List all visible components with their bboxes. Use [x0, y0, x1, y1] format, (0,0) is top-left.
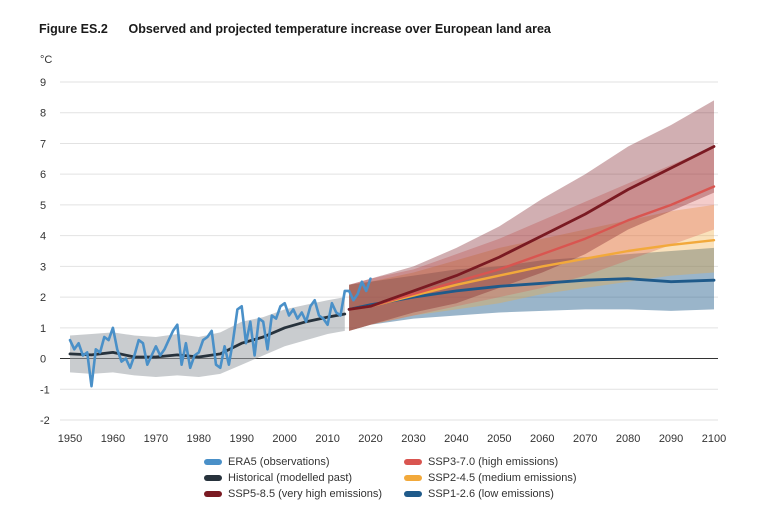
- y-tick-label: 0: [40, 354, 46, 366]
- legend-item-ssp126: SSP1-2.6 (low emissions): [404, 486, 554, 502]
- historical-line: [68, 312, 347, 359]
- x-tick-label: 1970: [144, 433, 168, 445]
- legend-swatch: [204, 475, 222, 482]
- y-tick-label: 2: [40, 292, 46, 304]
- x-tick-label: 2090: [659, 433, 683, 445]
- legend-swatch: [404, 459, 422, 466]
- legend-label: SSP3-7.0 (high emissions): [428, 456, 559, 468]
- legend-label: Historical (modelled past): [228, 472, 353, 484]
- y-tick-label: 8: [40, 108, 46, 120]
- y-tick-label: 6: [40, 169, 46, 181]
- x-tick-label: 2060: [530, 433, 554, 445]
- legend-item-historical: Historical (modelled past): [204, 470, 352, 486]
- x-tick-label: 2050: [487, 433, 511, 445]
- x-tick-label: 2030: [401, 433, 425, 445]
- temperature-chart: -2 -1 0 1 2 3 4 5 6 7 8 9 °C 1950 1960 1970 1980 1990 2000…: [40, 54, 726, 445]
- legend-label: SSP1-2.6 (low emissions): [428, 488, 554, 500]
- x-tick-label: 1990: [229, 433, 253, 445]
- x-tick-label: 2010: [315, 433, 339, 445]
- x-tick-label: 1960: [101, 433, 125, 445]
- legend-swatch: [404, 491, 422, 498]
- x-tick-label: 2040: [444, 433, 468, 445]
- legend-label: SSP2-4.5 (medium emissions): [428, 472, 577, 484]
- era5-line: [68, 277, 372, 388]
- y-tick-label: 1: [40, 323, 46, 335]
- legend-label: ERA5 (observations): [228, 456, 330, 468]
- legend-item-era5: ERA5 (observations): [204, 454, 330, 470]
- y-tick-label: -1: [40, 384, 50, 396]
- legend-item-ssp585: SSP5-8.5 (very high emissions): [204, 486, 382, 502]
- y-tick-label: 5: [40, 200, 46, 212]
- x-tick-label: 1980: [187, 433, 211, 445]
- figure-number: Figure ES.2: [39, 22, 108, 36]
- y-tick-label: 9: [40, 77, 46, 89]
- x-tick-label: 1950: [58, 433, 82, 445]
- x-tick-label: 2100: [702, 433, 726, 445]
- legend-item-ssp245: SSP2-4.5 (medium emissions): [404, 470, 577, 486]
- x-tick-label: 2000: [272, 433, 296, 445]
- legend-swatch: [404, 475, 422, 482]
- ssp126-band: [349, 247, 714, 331]
- legend-label: SSP5-8.5 (very high emissions): [228, 488, 383, 500]
- axes: -2 -1 0 1 2 3 4 5 6 7 8 9 °C 1950 1960 1970 1980 1990 2000…: [40, 54, 726, 445]
- legend-swatch: [204, 491, 222, 498]
- y-tick-label: -2: [40, 415, 50, 427]
- series-lines: [68, 145, 716, 388]
- y-tick-label: 7: [40, 138, 46, 150]
- ssp585-band: [349, 100, 714, 331]
- y-axis-label: °C: [40, 54, 52, 66]
- uncertainty-bands: [70, 100, 714, 377]
- figure-title: Observed and projected temperature incre…: [128, 22, 551, 36]
- x-tick-label: 2070: [573, 433, 597, 445]
- ssp585-line: [347, 145, 716, 311]
- legend-swatch: [204, 459, 222, 466]
- y-tick-label: 3: [40, 261, 46, 273]
- x-tick-label: 2080: [616, 433, 640, 445]
- ssp370-line: [347, 185, 716, 311]
- x-tick-label: 2020: [358, 433, 382, 445]
- legend-item-ssp370: SSP3-7.0 (high emissions): [404, 454, 558, 470]
- figure-header: Figure ES.2 Observed and projected tempe…: [39, 22, 551, 36]
- y-tick-label: 4: [40, 231, 46, 243]
